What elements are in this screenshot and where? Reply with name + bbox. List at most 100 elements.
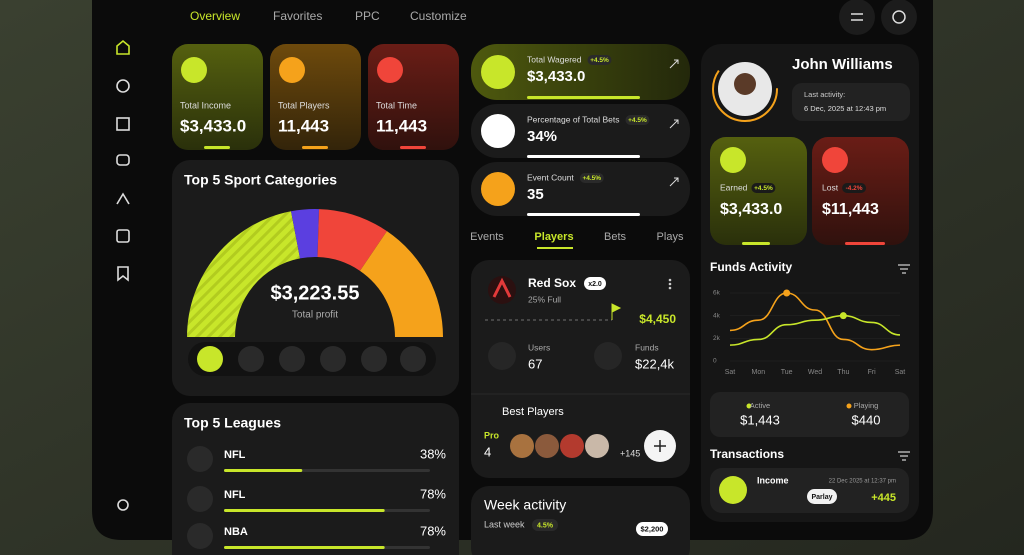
badge [751, 183, 776, 193]
balance-icon [720, 147, 746, 173]
swap-button[interactable] [839, 0, 875, 35]
nav-tab: Favorites [273, 9, 322, 23]
summary-box [710, 392, 909, 437]
more-dot [668, 282, 672, 286]
transaction-icon [719, 476, 747, 504]
grid-icon[interactable] [116, 117, 130, 131]
metric-progress [527, 213, 640, 216]
sidebar [116, 39, 130, 511]
x-tick-label: Tue [781, 369, 793, 376]
balance-value: $3,433.0 [720, 201, 782, 218]
metric-value: 34% [527, 128, 557, 145]
league-logo [187, 486, 213, 512]
stat-value: $3,433.0 [180, 116, 246, 135]
balance-value: $11,443 [822, 201, 879, 218]
tier-count: 4 [484, 444, 491, 459]
expand-icon [669, 59, 679, 69]
sport-icons [197, 346, 426, 372]
gauge-segment [317, 209, 387, 271]
x-tick-label: Mon [752, 369, 766, 376]
avatar [560, 434, 584, 458]
transaction-name: Income [757, 475, 789, 485]
nav-tab: Customize [410, 9, 467, 23]
card-title: Top 5 Sport Categories [184, 172, 337, 188]
sport-icon[interactable] [197, 346, 223, 372]
highlight-point [783, 289, 791, 297]
extra-count: +145 [620, 448, 640, 458]
avatar-ring [712, 56, 778, 122]
history-button[interactable] [881, 0, 917, 35]
summary-value: $440 [852, 412, 881, 427]
profile-face [734, 73, 756, 95]
calendar-icon[interactable] [116, 229, 130, 243]
transaction-amount: +445 [871, 492, 896, 504]
badge [584, 277, 606, 290]
league-value: 78% [420, 486, 446, 501]
team-card [471, 260, 690, 478]
sport-icon[interactable] [279, 346, 305, 372]
league-name: NBA [224, 526, 248, 538]
funds-icon [594, 342, 622, 370]
section-title: Transactions [710, 447, 784, 461]
funds-line [729, 314, 901, 346]
chat-icon[interactable] [116, 154, 130, 166]
badge [625, 115, 650, 125]
gauge-segment [291, 209, 320, 259]
y-tick-label: 6k [713, 290, 721, 297]
gauge [187, 209, 443, 337]
section-title: Best Players [502, 406, 564, 418]
team-name: Red Sox [528, 276, 576, 290]
x-tick-label: Sat [725, 369, 736, 376]
legend-dot [846, 403, 852, 409]
filter-icon[interactable] [898, 451, 910, 461]
metric-label: Event Count [527, 172, 574, 182]
bookmark-icon[interactable] [117, 266, 129, 282]
card-title: Top 5 Leagues [184, 415, 281, 431]
gauge-caption: Total profit [292, 310, 338, 321]
funds-value: $22,4k [635, 356, 675, 371]
sport-icon[interactable] [400, 346, 426, 372]
summary-value: $1,443 [740, 412, 780, 427]
tab: Plays [657, 231, 684, 243]
balance-label: Earned [720, 182, 748, 192]
stat-value: 11,443 [376, 116, 427, 135]
avatar [535, 434, 559, 458]
metric-card[interactable] [471, 162, 690, 216]
stat-icon [377, 57, 403, 83]
stat-icon [279, 57, 305, 83]
history-icon [892, 10, 906, 24]
league-bar [224, 546, 385, 549]
metric-value: $3,433.0 [527, 68, 585, 85]
summary-label: Playing [854, 401, 879, 410]
transaction-item[interactable] [710, 468, 909, 513]
y-tick-label: 0 [713, 358, 717, 365]
stat-label: Total Income [180, 100, 231, 110]
stat-icon [181, 57, 207, 83]
more-dot [668, 278, 672, 282]
avatar [585, 434, 609, 458]
flag [611, 303, 622, 320]
settings-icon[interactable] [117, 499, 129, 511]
badge-text: +4.5% [754, 185, 773, 192]
metric-label: Percentage of Total Bets [527, 114, 619, 124]
stat-label: Total Players [278, 100, 330, 110]
home-icon[interactable] [116, 39, 130, 55]
tag: Parlay [811, 494, 832, 501]
filter-icon[interactable] [898, 264, 910, 274]
activity-label: Last activity: [804, 90, 845, 99]
league-value: 78% [420, 523, 446, 538]
metric-value: 35 [527, 186, 544, 203]
x-tick-label: Fri [868, 369, 877, 376]
sport-icon[interactable] [361, 346, 387, 372]
tag-pill [807, 489, 837, 504]
x-tick-label: Thu [837, 369, 849, 376]
chart-icon[interactable] [116, 79, 130, 93]
card-accent [302, 146, 328, 149]
x-tick-label: Sat [895, 369, 906, 376]
metric-card[interactable] [471, 44, 690, 100]
stat-label: Total Time [376, 100, 417, 110]
sport-icon[interactable] [238, 346, 264, 372]
sport-icon[interactable] [320, 346, 346, 372]
arena-icon[interactable] [116, 192, 130, 205]
add-icon [654, 440, 666, 452]
